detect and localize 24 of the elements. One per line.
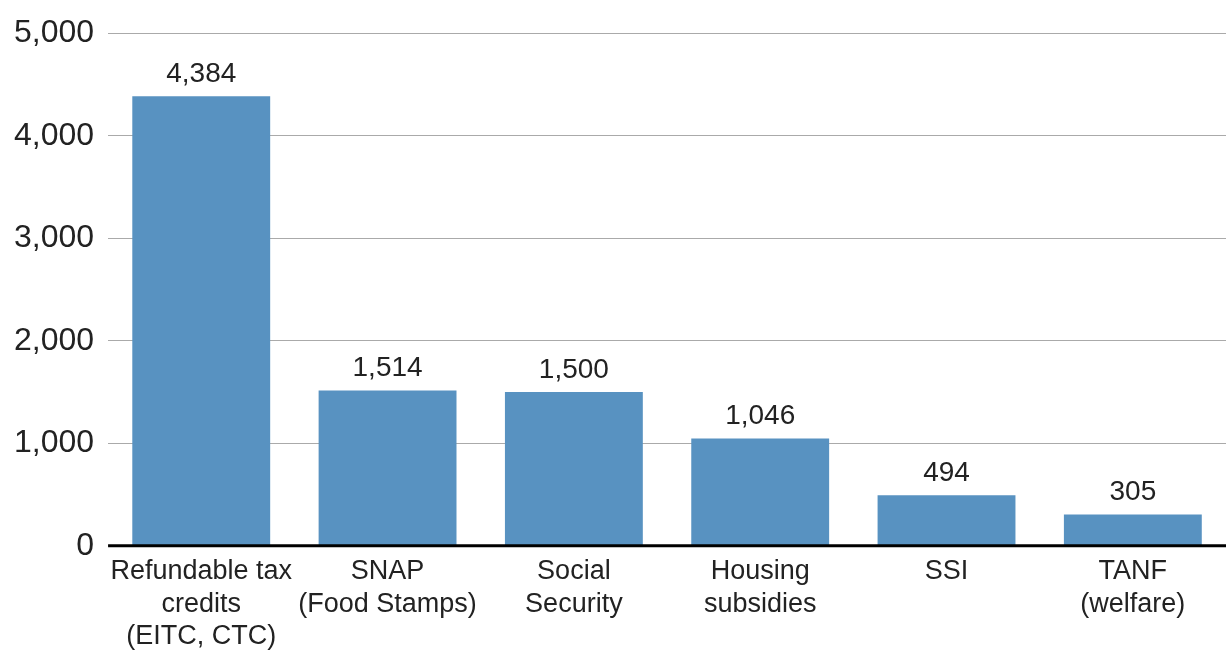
bar <box>318 390 457 546</box>
data-label: 1,514 <box>352 351 423 383</box>
bar <box>877 495 1016 546</box>
data-label: 1,046 <box>725 399 796 431</box>
y-tick-label: 3,000 <box>14 218 95 255</box>
x-tick-label: SSI <box>924 555 969 586</box>
x-tick-label: Social Security <box>525 555 624 618</box>
bar <box>1063 514 1202 546</box>
data-label: 494 <box>923 455 970 487</box>
data-label: 4,384 <box>166 57 237 89</box>
y-tick-label: 4,000 <box>14 115 95 152</box>
bar <box>504 392 643 546</box>
x-tick-label: Housing subsidies <box>703 555 817 618</box>
x-tick-label: TANF (welfare) <box>1080 555 1186 618</box>
data-label: 1,500 <box>538 352 609 384</box>
data-label: 305 <box>1109 475 1157 507</box>
y-tick-label: 0 <box>76 525 95 562</box>
bar <box>691 438 830 546</box>
bar <box>132 96 271 546</box>
y-tick-label: 5,000 <box>14 13 95 50</box>
y-tick-label: 2,000 <box>14 320 95 357</box>
x-tick-label: Refundable tax credits (EITC, CTC) <box>110 555 293 651</box>
x-tick-label: SNAP (Food Stamps) <box>298 555 477 618</box>
y-tick-label: 1,000 <box>14 423 95 460</box>
